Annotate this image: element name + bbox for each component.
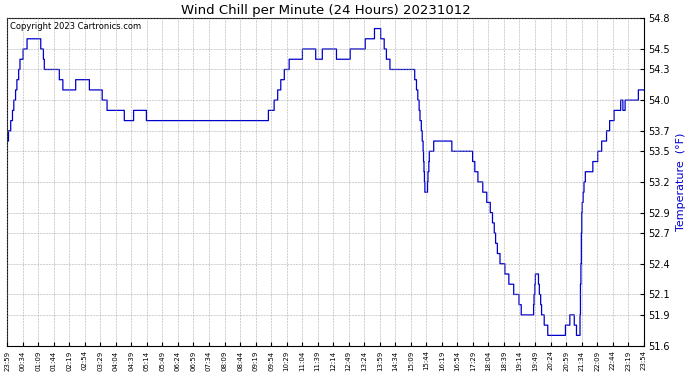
Y-axis label: Temperature  (°F): Temperature (°F)	[676, 133, 686, 231]
Title: Wind Chill per Minute (24 Hours) 20231012: Wind Chill per Minute (24 Hours) 2023101…	[181, 4, 471, 17]
Text: Copyright 2023 Cartronics.com: Copyright 2023 Cartronics.com	[10, 22, 141, 31]
